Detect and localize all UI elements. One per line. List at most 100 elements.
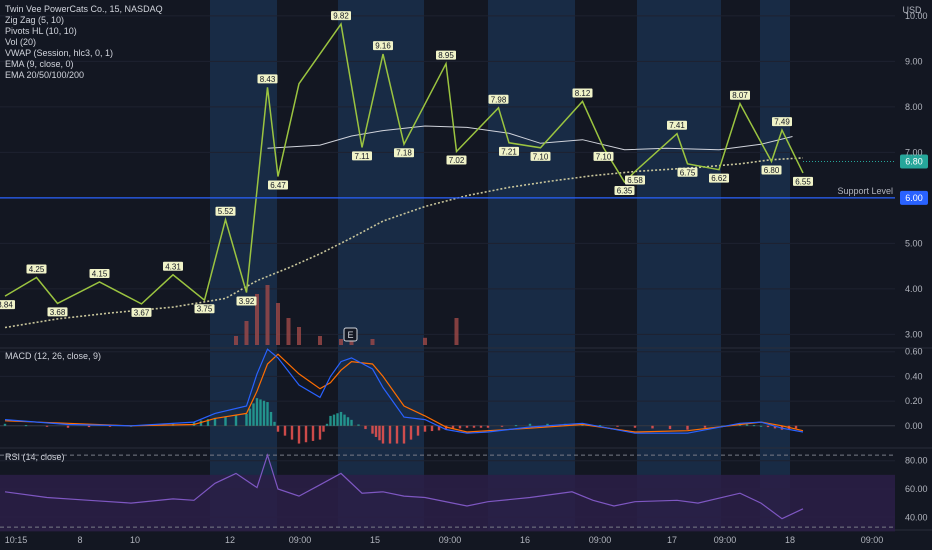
- pivot-tag[interactable]: [446, 155, 467, 165]
- macd-histogram-bar: [472, 425, 476, 428]
- macd-histogram-bar: [374, 425, 378, 437]
- pivot-tag[interactable]: [625, 175, 645, 185]
- macd-histogram-bar: [325, 423, 329, 426]
- x-tick-label: 18: [785, 535, 795, 545]
- pivot-tag-label: 5.52: [218, 207, 234, 216]
- macd-histogram-bar: [332, 414, 336, 426]
- rsi-band: [0, 474, 895, 532]
- macd-histogram-bar: [213, 417, 217, 426]
- macd-histogram-bar: [336, 413, 339, 426]
- support-label: Support Level: [837, 186, 893, 196]
- pivot-tag[interactable]: [26, 264, 47, 274]
- pivot-tag[interactable]: [257, 74, 278, 84]
- legend-volume[interactable]: Vol (20): [5, 37, 37, 47]
- pivot-tag[interactable]: [194, 304, 215, 314]
- pivot-tag[interactable]: [352, 151, 372, 161]
- volume-bar: [423, 337, 427, 345]
- pivot-tag[interactable]: [761, 165, 782, 175]
- legend-pivots[interactable]: Pivots HL (10, 10): [5, 26, 77, 36]
- pivot-tag[interactable]: [772, 117, 792, 127]
- macd-histogram-bar: [409, 425, 413, 440]
- pivot-tag[interactable]: [373, 41, 393, 51]
- pivot-tag[interactable]: [436, 50, 456, 60]
- legend-title[interactable]: Twin Vee PowerCats Co., 15, NASDAQ: [5, 4, 163, 14]
- pivot-tag-label: 7.49: [774, 118, 790, 127]
- macd-histogram-bar: [616, 425, 619, 427]
- rsi-line[interactable]: [4, 453, 804, 520]
- macd-histogram-bar: [458, 425, 462, 429]
- session-band: [488, 0, 575, 530]
- macd-histogram-bar: [339, 411, 343, 426]
- macd-histogram-bar: [66, 425, 70, 428]
- pivot-tag[interactable]: [394, 148, 414, 158]
- macd-histogram-bar: [465, 425, 469, 428]
- earnings-label: E: [347, 330, 353, 340]
- pivot-tag[interactable]: [163, 261, 183, 271]
- macd-signal-line[interactable]: [4, 353, 804, 433]
- legend-rsi[interactable]: RSI (14, close): [5, 452, 65, 462]
- x-tick-label: 10: [130, 535, 140, 545]
- session-band: [637, 0, 721, 530]
- pivot-tag[interactable]: [331, 11, 351, 21]
- pivot-tag[interactable]: [499, 146, 519, 156]
- support-price-label: 6.00: [905, 193, 923, 203]
- macd-histogram-bar: [322, 425, 325, 432]
- pivot-tag[interactable]: [131, 307, 152, 317]
- pivot-tags: 3.84 4.25 3.68 4.15 3.67 4.31 3.75 5.52 3.92 8.43…: [0, 11, 813, 317]
- pivot-tag[interactable]: [667, 120, 687, 130]
- macd-histogram-bar: [451, 425, 455, 430]
- pivot-tag-label: 7.98: [491, 95, 507, 104]
- rsi-background: [0, 454, 895, 532]
- pivot-tag[interactable]: [488, 94, 509, 104]
- volume-bar: [454, 318, 459, 345]
- macd-histogram-bar: [378, 425, 381, 441]
- pivot-tag[interactable]: [0, 300, 15, 310]
- pivot-tag[interactable]: [89, 269, 110, 279]
- pivot-tag[interactable]: [614, 185, 635, 195]
- macd-histogram-bar: [794, 425, 798, 429]
- macd-line[interactable]: [4, 348, 804, 434]
- pivot-tag[interactable]: [268, 180, 288, 190]
- legend-ema9[interactable]: EMA (9, close, 0): [5, 59, 74, 69]
- macd-histogram-bar: [343, 414, 346, 426]
- legend-vwap[interactable]: VWAP (Session, hlc3, 0, 1): [5, 48, 114, 58]
- price-legend: Twin Vee PowerCats Co., 15, NASDAQ Zig Z…: [5, 4, 163, 81]
- pivot-tag[interactable]: [677, 167, 698, 177]
- pivot-tag-label: 8.43: [260, 75, 276, 84]
- pivot-tag[interactable]: [593, 151, 614, 161]
- macd-histogram-bar: [514, 425, 518, 427]
- earnings-marker[interactable]: [343, 327, 358, 342]
- macd-histogram-bar: [371, 425, 374, 434]
- macd-histogram-bar: [773, 425, 777, 429]
- zigzag-line[interactable]: [4, 22, 804, 305]
- macd-histogram-bar: [224, 416, 227, 426]
- pivot-tag[interactable]: [47, 307, 68, 317]
- vwap-line[interactable]: [267, 125, 793, 151]
- legend-ema-ribbon[interactable]: EMA 20/50/100/200: [5, 70, 85, 80]
- x-tick-label: 15: [370, 535, 380, 545]
- pivot-tag-label: 3.84: [0, 301, 13, 310]
- pivot-tag[interactable]: [572, 88, 593, 98]
- pivot-tag[interactable]: [730, 90, 750, 100]
- legend-macd[interactable]: MACD (12, 26, close, 9): [5, 351, 102, 361]
- grid-lines: [0, 15, 932, 531]
- y-tick-label: 7.00: [905, 147, 923, 157]
- macd-histogram-bar: [259, 399, 262, 426]
- session-band: [210, 0, 277, 530]
- macd-histogram-bar: [430, 425, 434, 432]
- pivot-tag-label: 9.16: [375, 42, 391, 51]
- pivot-tag-label: 7.21: [501, 147, 517, 156]
- pivot-tag[interactable]: [236, 296, 257, 306]
- pivot-tag[interactable]: [530, 151, 551, 161]
- y-tick-label: 0.60: [905, 347, 923, 357]
- macd-pane: [0, 348, 895, 444]
- pivot-tag[interactable]: [793, 176, 813, 186]
- volume-bar: [318, 336, 322, 345]
- pivot-tag[interactable]: [215, 206, 236, 216]
- macd-histogram-bar: [245, 413, 248, 426]
- macd-histogram-bar: [24, 425, 28, 427]
- pivot-tag[interactable]: [709, 173, 729, 183]
- legend-zigzag[interactable]: Zig Zag (5, 10): [5, 15, 65, 25]
- volume-bar: [255, 294, 259, 345]
